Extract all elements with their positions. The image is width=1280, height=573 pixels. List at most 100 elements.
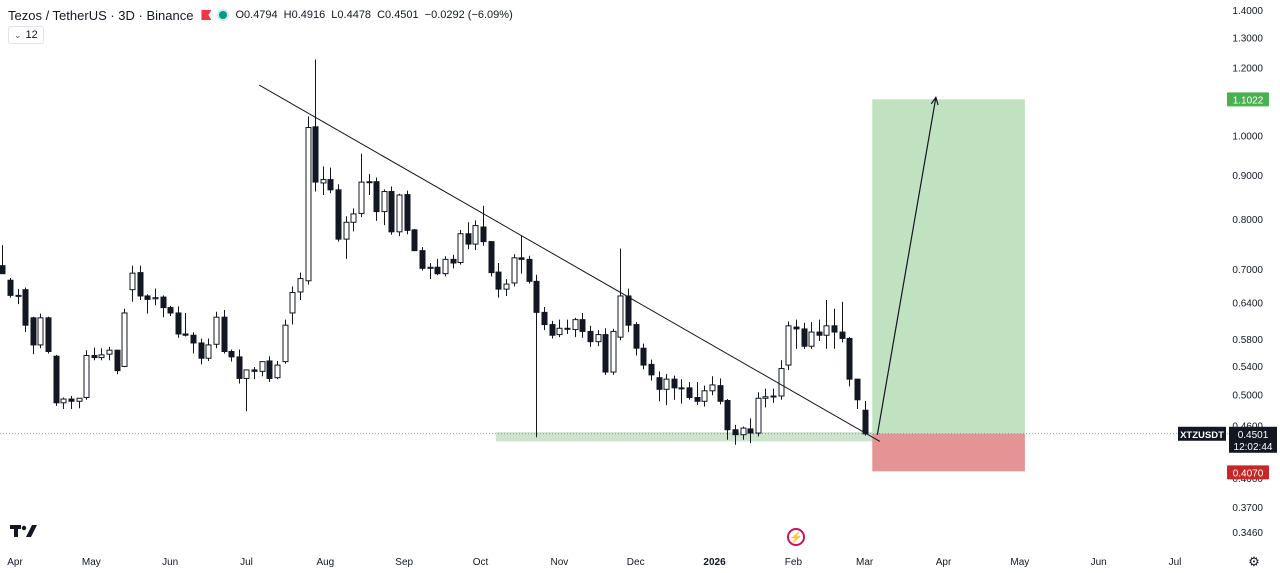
- countdown-label: 12:02:44: [1234, 442, 1273, 453]
- candle: [45, 316, 52, 354]
- candle-body-down: [465, 233, 472, 245]
- candle-body-up: [274, 364, 281, 379]
- candle-body-down: [327, 179, 334, 191]
- candle-body-up: [785, 325, 792, 366]
- bolt-icon[interactable]: ⚡: [787, 528, 805, 546]
- candle: [572, 317, 579, 338]
- x-tick-label: Jun: [162, 557, 178, 568]
- candle: [648, 359, 655, 381]
- candle-body-down: [640, 347, 647, 366]
- candle: [747, 418, 754, 444]
- chevron-down-icon: ⌄: [14, 29, 22, 40]
- candle: [831, 308, 838, 349]
- candle: [846, 337, 853, 387]
- candle: [488, 241, 495, 277]
- candle-body-up: [98, 354, 105, 359]
- candle-body-down: [686, 387, 693, 399]
- candle-body-down: [68, 398, 75, 402]
- candle: [480, 205, 487, 246]
- candle-body-down: [625, 295, 632, 326]
- candle-body-down: [53, 355, 60, 404]
- candle: [221, 309, 228, 354]
- candle: [228, 349, 235, 362]
- candle-body-down: [373, 181, 380, 213]
- close-value: C0.4501: [377, 9, 419, 21]
- candle: [98, 348, 105, 361]
- candle: [243, 369, 250, 412]
- candle-body-down: [480, 226, 487, 243]
- candle: [137, 265, 144, 300]
- candle: [404, 190, 411, 235]
- candle-body-down: [419, 250, 426, 269]
- candle-body-down: [518, 257, 525, 260]
- candle-body-up: [556, 327, 563, 336]
- candle-body-down: [839, 331, 846, 339]
- candle: [343, 216, 350, 259]
- candle: [549, 320, 556, 339]
- candle-body-down: [816, 331, 823, 336]
- candle-body-down: [488, 241, 495, 274]
- candle: [327, 167, 334, 194]
- candle: [0, 245, 6, 275]
- candle-body-down: [404, 194, 411, 231]
- candle: [68, 396, 75, 409]
- candle: [152, 288, 159, 306]
- gear-icon[interactable]: ⚙: [1248, 554, 1260, 569]
- y-tick-label: 1.4000: [1232, 6, 1263, 17]
- x-tick-label: Jul: [240, 557, 253, 568]
- candle-body-down: [549, 324, 556, 336]
- y-tick-label: 1.2000: [1232, 64, 1263, 75]
- y-tick-label: 0.7000: [1232, 265, 1263, 276]
- candle: [236, 349, 243, 384]
- candle-body-up: [320, 179, 327, 184]
- candle-body-up: [701, 390, 708, 402]
- candle-body-down: [198, 342, 205, 359]
- y-tick-label: 0.5400: [1232, 362, 1263, 373]
- candle-body-up: [396, 194, 403, 233]
- candle: [526, 255, 533, 284]
- candle-body-down: [831, 325, 838, 333]
- candle-body-down: [533, 280, 540, 313]
- y-tick-label: 1.0000: [1232, 132, 1263, 143]
- y-tick-label: 0.6400: [1232, 298, 1263, 309]
- candle: [60, 397, 67, 409]
- current-price-label: 0.4501: [1238, 430, 1269, 441]
- support-zone: [495, 432, 896, 442]
- candle: [442, 256, 449, 277]
- x-tick-label: Nov: [550, 557, 568, 568]
- flag-icon[interactable]: [201, 10, 212, 20]
- symbol-title[interactable]: Tezos / TetherUS · 3D · Binance: [8, 7, 194, 23]
- candle: [640, 343, 647, 370]
- candle: [541, 307, 548, 331]
- candle: [564, 319, 571, 334]
- candle-body-down: [671, 378, 678, 389]
- candle: [587, 325, 594, 347]
- candle: [808, 322, 815, 349]
- stop-price-label: 0.4070: [1233, 468, 1264, 479]
- candle: [91, 347, 98, 361]
- candle-body-up: [762, 396, 769, 399]
- candle: [7, 278, 14, 298]
- chart-header: Tezos / TetherUS · 3D · Binance O0.4794 …: [8, 6, 513, 24]
- candle-body-down: [182, 333, 189, 336]
- tradingview-logo-icon[interactable]: [10, 522, 38, 540]
- candle: [633, 322, 640, 356]
- indicators-toggle-button[interactable]: ⌄ 12: [8, 26, 44, 44]
- candle: [182, 312, 189, 337]
- candle: [411, 228, 418, 252]
- y-tick-label: 0.5800: [1232, 335, 1263, 346]
- candle: [511, 254, 518, 287]
- candle-body-down: [91, 355, 98, 359]
- x-tick-label: Aug: [316, 557, 334, 568]
- candle: [83, 350, 90, 400]
- candle: [678, 379, 685, 404]
- candle-body-up: [595, 334, 602, 343]
- candle: [335, 184, 342, 242]
- candle-body-up: [152, 297, 159, 300]
- candle: [366, 174, 373, 196]
- candle-body-up: [427, 266, 434, 269]
- candle-body-up: [213, 316, 220, 345]
- x-tick-label: May: [1010, 557, 1029, 568]
- candle-body-down: [732, 429, 739, 436]
